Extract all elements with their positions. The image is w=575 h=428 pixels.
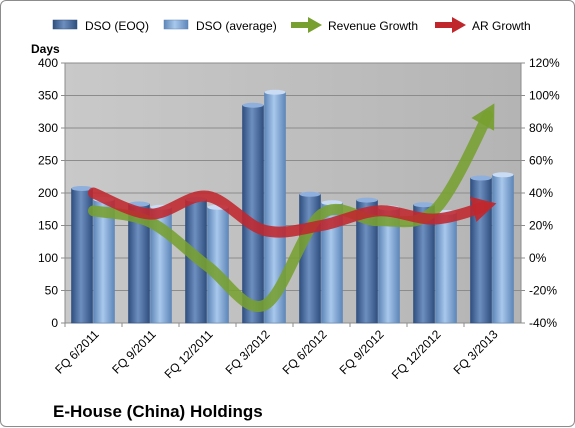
legend-label-dso-eoq: DSO (EOQ) [85, 19, 149, 33]
left-tick-label: 0 [51, 316, 58, 330]
legend-swatch-dso-eoq [52, 19, 78, 30]
line-revenue-growth [88, 110, 494, 312]
growth-lines [88, 103, 497, 312]
arrowhead-ar-growth [469, 196, 497, 222]
left-tick-label: 150 [38, 219, 58, 233]
x-tick-label: FQ 9/2011 [109, 327, 159, 377]
legend-arrowhead-revenue-growth [308, 17, 322, 33]
right-tick-label: 100% [529, 89, 560, 103]
legend-item-revenue-growth: Revenue Growth [291, 17, 418, 33]
x-tick-label: FQ 6/2011 [52, 327, 102, 377]
x-tick-label: FQ 6/2012 [280, 327, 330, 377]
right-tick-label: 40% [529, 186, 553, 200]
legend-label-ar-growth: AR Growth [472, 19, 531, 33]
x-tick-label: FQ 9/2012 [337, 327, 387, 377]
left-tick-label: 400 [38, 56, 58, 70]
y-axis-title: Days [31, 42, 60, 56]
x-tick-label: FQ 12/2012 [389, 327, 444, 382]
line-ar-growth [88, 187, 489, 238]
legend-label-dso-average: DSO (average) [196, 19, 277, 33]
legend-swatch-dso-average [163, 19, 189, 30]
bar-top-dso-eoq [299, 191, 321, 197]
arrowhead-revenue-growth [471, 103, 495, 131]
bar-dso-average-fq-12-2012 [435, 212, 457, 324]
right-tick-label: 120% [529, 56, 560, 70]
right-tick-label: 0% [529, 251, 547, 265]
x-axis-ticks: FQ 6/2011 FQ 9/2011 FQ 12/2011 FQ 3/2012 FQ … [52, 323, 501, 382]
left-tick-label: 50 [45, 284, 59, 298]
bar-top-dso-average [264, 89, 286, 95]
x-tick-label: FQ 12/2011 [162, 327, 216, 381]
bar-top-dso-eoq [413, 202, 435, 208]
legend-arrowhead-ar-growth [452, 17, 466, 33]
bar-dso-average-fq-3-2013 [492, 174, 514, 324]
right-tick-label: 60% [529, 154, 553, 168]
left-tick-label: 250 [38, 154, 58, 168]
right-axis-ticks: -40% -20% 0% 20% 40% 60% 80% 100% 120% [520, 56, 560, 330]
right-tick-label: -20% [529, 284, 557, 298]
left-tick-label: 200 [38, 186, 58, 200]
bar-top-dso-eoq [356, 197, 378, 203]
bar-top-dso-eoq [71, 185, 93, 191]
left-axis-ticks: 0 50 100 150 200 250 300 350 400 [38, 56, 66, 330]
left-tick-label: 350 [38, 89, 58, 103]
x-tick-label: FQ 3/2012 [223, 327, 273, 377]
legend-label-revenue-growth: Revenue Growth [328, 19, 418, 33]
x-tick-label: FQ 3/2013 [451, 327, 501, 377]
left-tick-label: 100 [38, 251, 58, 265]
right-tick-label: 80% [529, 121, 553, 135]
legend-item-dso-eoq: DSO (EOQ) [52, 19, 149, 33]
bar-top-dso-eoq [470, 175, 492, 181]
legend: DSO (EOQ) DSO (average) Revenue Growth A… [52, 17, 531, 33]
chart-title: E-House (China) Holdings [53, 402, 263, 421]
legend-item-ar-growth: AR Growth [435, 17, 531, 33]
bar-top-dso-eoq [242, 102, 264, 108]
legend-item-dso-average: DSO (average) [163, 19, 277, 33]
right-tick-label: 20% [529, 219, 553, 233]
bar-top-dso-average [492, 172, 514, 178]
right-tick-label: -40% [529, 316, 557, 330]
left-tick-label: 300 [38, 121, 58, 135]
